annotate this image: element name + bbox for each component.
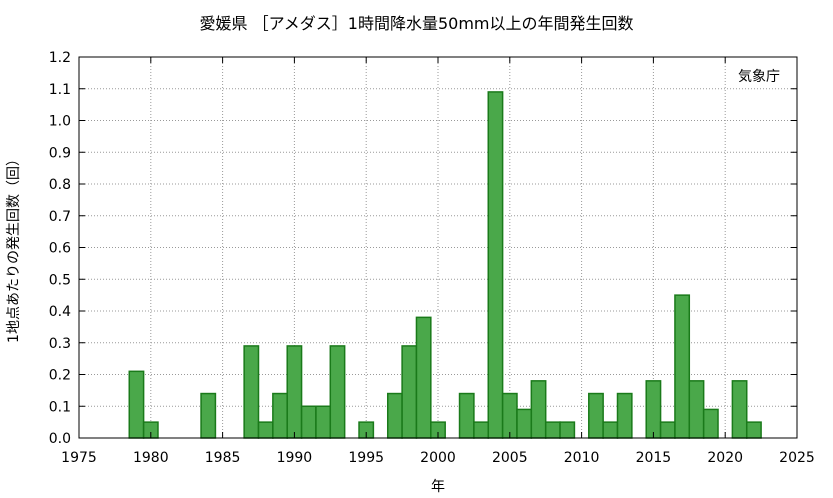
x-tick-label: 1975 (61, 450, 97, 466)
y-tick-label: 1.0 (49, 114, 71, 130)
bar (616, 392, 633, 439)
bar (745, 421, 762, 439)
bar (200, 392, 217, 439)
bar (329, 345, 346, 439)
bar (516, 408, 533, 439)
y-tick-label: 0.9 (49, 145, 71, 161)
bar (544, 421, 561, 439)
source-label: 気象庁 (738, 69, 780, 85)
y-tick-label: 0.0 (49, 431, 71, 447)
bars (128, 91, 762, 439)
bar (501, 392, 518, 439)
bar (415, 316, 432, 439)
x-tick-label: 1985 (205, 450, 241, 466)
bar (674, 294, 691, 439)
bar (659, 421, 676, 439)
y-tick-label: 0.3 (49, 336, 71, 352)
bar (473, 421, 490, 439)
bar (243, 345, 260, 439)
y-tick-label: 1.2 (49, 50, 71, 66)
x-tick-label: 2025 (779, 450, 815, 466)
y-tick-label: 0.4 (49, 304, 71, 320)
x-axis-label: 年 (431, 479, 445, 495)
bar (588, 392, 604, 439)
bar (315, 405, 332, 439)
bar (401, 345, 418, 439)
bar (559, 421, 576, 439)
x-tick-label: 2010 (564, 450, 600, 466)
bar (257, 421, 274, 439)
x-tick-label: 1980 (133, 450, 169, 466)
chart-title: 愛媛県 ［アメダス］1時間降水量50mm以上の年間発生回数 (199, 14, 634, 33)
bar (645, 380, 662, 439)
bar (602, 421, 619, 439)
y-tick-label: 1.1 (49, 82, 71, 98)
x-tick-label: 2005 (492, 450, 528, 466)
bar (702, 408, 719, 439)
y-tick-labels: 0.0 0.1 0.2 0.3 0.4 0.5 0.6 0.7 0.8 0.9 1.0 1.1 1.2 (49, 50, 71, 447)
y-tick-label: 0.1 (49, 399, 71, 415)
bar (128, 370, 145, 439)
bar (731, 380, 748, 439)
x-tick-label: 1995 (348, 450, 384, 466)
y-tick-label: 0.5 (49, 272, 71, 288)
y-tick-label: 0.8 (49, 177, 71, 193)
y-tick-label: 0.6 (49, 241, 71, 257)
tick-marks (78, 56, 798, 439)
bar (530, 380, 547, 439)
bar (458, 392, 475, 439)
x-tick-label: 2020 (707, 450, 743, 466)
x-tick-labels: 1975 1980 1985 1990 1995 2000 2005 2010 2015 2020… (61, 450, 815, 466)
bar (286, 345, 303, 439)
x-tick-label: 2000 (420, 450, 456, 466)
x-tick-label: 2015 (636, 450, 672, 466)
bar (487, 91, 504, 439)
bar (386, 392, 403, 439)
y-tick-label: 0.2 (49, 368, 71, 384)
y-axis-label: 1地点あたりの発生回数（回） (6, 152, 22, 343)
y-tick-label: 0.7 (49, 209, 71, 225)
x-tick-label: 1990 (277, 450, 313, 466)
bar (300, 405, 317, 439)
bar (272, 392, 288, 439)
bar (688, 380, 705, 439)
